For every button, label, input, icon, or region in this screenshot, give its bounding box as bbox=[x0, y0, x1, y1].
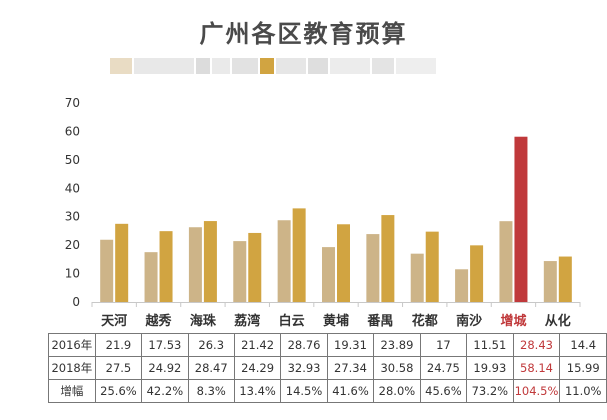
y-tick-label: 50 bbox=[65, 153, 80, 167]
table-cell: 73.2% bbox=[466, 379, 514, 403]
x-category-label: 白云 bbox=[279, 313, 305, 329]
table-cell: 45.6% bbox=[419, 379, 468, 403]
table-cell: 58.14 bbox=[512, 356, 561, 380]
bar-series2-0 bbox=[115, 223, 129, 302]
table-row-label: 2016年 bbox=[48, 333, 96, 357]
x-category-label: 海珠 bbox=[190, 313, 217, 329]
bar-series2-5 bbox=[337, 224, 350, 302]
table-row: 2018年 27.5 24.92 28.47 24.29 32.93 27.34 30.58 2… bbox=[48, 356, 607, 380]
table-cell: 19.93 bbox=[466, 356, 514, 380]
table-cell: 19.31 bbox=[326, 333, 375, 357]
x-category-label: 番禺 bbox=[366, 313, 393, 329]
bar-series2-1 bbox=[159, 231, 173, 302]
data-table: 2016年 21.9 17.53 26.3 21.42 28.76 19.31 23.89 17… bbox=[48, 333, 607, 403]
y-tick-label: 0 bbox=[72, 295, 80, 309]
table-cell: 17 bbox=[419, 333, 468, 357]
table-cell: 17.53 bbox=[141, 333, 189, 357]
bar-series1-0 bbox=[100, 239, 114, 302]
bar-series1-8 bbox=[455, 269, 469, 302]
bar-series1-5 bbox=[322, 247, 335, 302]
table-row: 增幅 25.6% 42.2% 8.3% 13.4% 14.5% 41.6% 28.0% 45.6… bbox=[48, 379, 607, 403]
bar-series2-3 bbox=[248, 232, 262, 302]
table-cell: 41.6% bbox=[326, 379, 375, 403]
chart-title: 广州各区教育预算 bbox=[199, 20, 408, 48]
table-cell: 32.93 bbox=[280, 356, 328, 380]
bar-series2-7 bbox=[425, 231, 439, 302]
x-category-label: 增城 bbox=[500, 313, 526, 329]
table-cell: 27.34 bbox=[326, 356, 375, 380]
x-category-label: 黄埔 bbox=[323, 313, 349, 329]
bar-series1-10 bbox=[543, 261, 557, 302]
table-cell: 14.5% bbox=[280, 379, 328, 403]
y-tick-label: 60 bbox=[65, 124, 80, 138]
table-cell: 14.4 bbox=[559, 333, 607, 357]
bar-series1-9 bbox=[499, 221, 513, 302]
table-cell: 21.9 bbox=[94, 333, 143, 357]
blurred-legend bbox=[110, 58, 490, 76]
y-tick-label: 30 bbox=[65, 210, 80, 224]
table-cell: 13.4% bbox=[233, 379, 282, 403]
table-cell: 8.3% bbox=[187, 379, 235, 403]
bar-series1-6 bbox=[366, 234, 380, 302]
bar-series2-10 bbox=[558, 256, 572, 302]
x-category-label: 南沙 bbox=[456, 313, 482, 329]
bar-series1-4 bbox=[277, 220, 291, 302]
table-cell: 27.5 bbox=[94, 356, 143, 380]
table-cell: 24.75 bbox=[419, 356, 468, 380]
table-cell: 26.3 bbox=[187, 333, 235, 357]
bar-series2-9 bbox=[514, 136, 528, 302]
table-cell: 28.47 bbox=[187, 356, 235, 380]
bar-series1-2 bbox=[188, 227, 202, 302]
bar-chart: 0 10 20 30 40 50 60 70 天河 越秀 海珠 荔湾 白云 黄埔 番禺 花都 南沙 增城 从化 bbox=[65, 96, 581, 329]
table-cell: 42.2% bbox=[141, 379, 189, 403]
table-cell: 104.5% bbox=[512, 379, 561, 403]
table-row-label: 2018年 bbox=[48, 356, 96, 380]
x-category-label: 天河 bbox=[101, 313, 127, 329]
table-cell: 28.0% bbox=[373, 379, 421, 403]
table-cell: 24.29 bbox=[233, 356, 282, 380]
table-cell: 11.0% bbox=[559, 379, 607, 403]
bar-series2-6 bbox=[381, 215, 395, 302]
table-cell: 28.76 bbox=[280, 333, 328, 357]
table-cell: 24.92 bbox=[141, 356, 189, 380]
x-category-label: 越秀 bbox=[145, 313, 173, 329]
x-category-label: 荔湾 bbox=[233, 313, 260, 329]
bar-series2-4 bbox=[292, 208, 306, 302]
y-tick-label: 20 bbox=[65, 238, 80, 252]
table-cell: 30.58 bbox=[373, 356, 421, 380]
table-cell: 15.99 bbox=[559, 356, 607, 380]
table-cell: 25.6% bbox=[94, 379, 143, 403]
table-cell: 11.51 bbox=[466, 333, 514, 357]
bar-series1-1 bbox=[144, 252, 158, 302]
bar-series2-2 bbox=[203, 221, 217, 302]
bar-series1-7 bbox=[410, 253, 424, 302]
y-tick-label: 10 bbox=[65, 267, 80, 281]
table-cell: 23.89 bbox=[373, 333, 421, 357]
table-row: 2016年 21.9 17.53 26.3 21.42 28.76 19.31 23.89 17… bbox=[48, 333, 607, 357]
x-category-label: 从化 bbox=[545, 313, 571, 329]
y-tick-label: 40 bbox=[65, 181, 80, 195]
table-row-label: 增幅 bbox=[48, 379, 96, 403]
table-cell: 21.42 bbox=[233, 333, 282, 357]
y-tick-label: 70 bbox=[65, 96, 80, 110]
table-cell: 28.43 bbox=[512, 333, 561, 357]
bar-series1-3 bbox=[233, 241, 247, 302]
bar-series2-8 bbox=[470, 245, 484, 302]
x-category-label: 花都 bbox=[412, 313, 438, 329]
